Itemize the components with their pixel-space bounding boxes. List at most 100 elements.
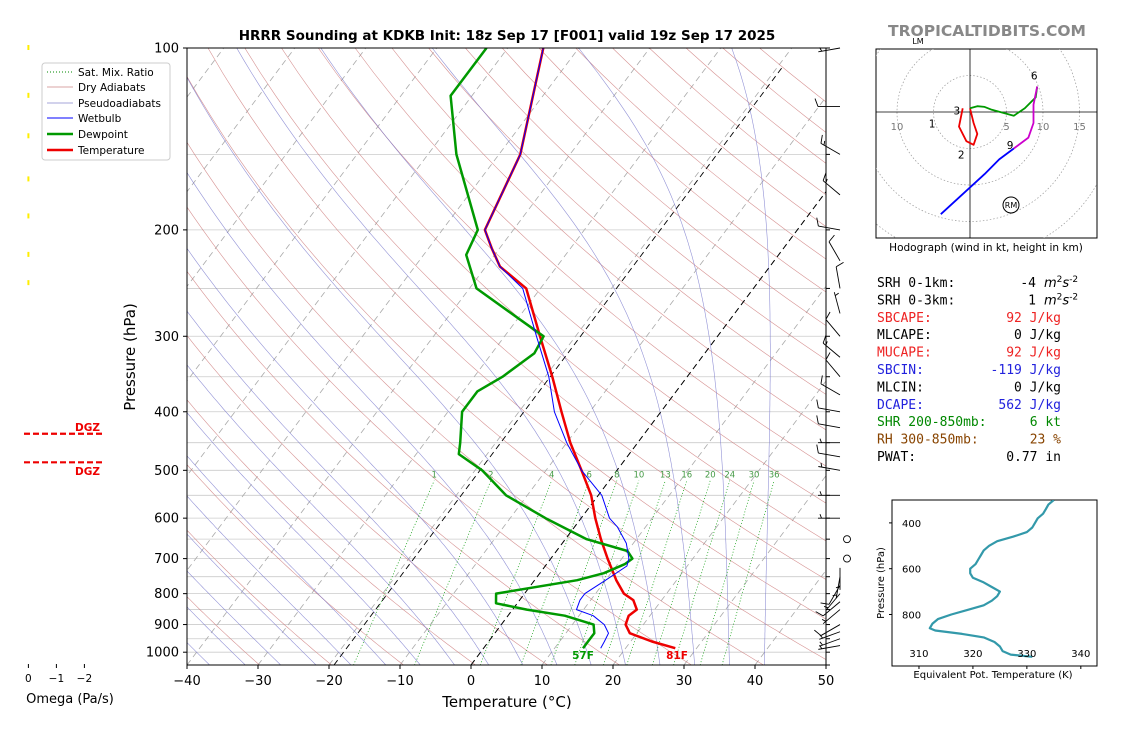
wind-barb (820, 134, 841, 155)
dry-adiabat (187, 141, 764, 665)
mixing-ratio-line (626, 480, 688, 665)
index-label: SRH 0-1km: (877, 276, 955, 291)
reference-dashed-line (333, 64, 785, 665)
x-tick-label: 40 (747, 674, 764, 689)
y-tick-label: 200 (154, 223, 179, 238)
wind-barb (843, 535, 851, 544)
hodograph-trace (1013, 86, 1039, 150)
isotherm-line (541, 285, 826, 665)
wind-barb (818, 47, 841, 53)
index-label: PWAT: (877, 450, 916, 465)
skewt-profiles (449, 48, 676, 650)
theta-e-profile (928, 500, 1055, 658)
omega-yellow-marker (27, 280, 30, 286)
mixing-ratio-label: 2 (488, 471, 493, 481)
index-value: 23 % (1030, 433, 1061, 448)
index-unit: m2s-2 (1044, 275, 1078, 291)
theta-e-x-tick-label: 310 (909, 649, 928, 660)
skewt-legend: Sat. Mix. Ratio Dry Adiabats Pseudoadiab… (41, 62, 171, 161)
hodograph-ring-label: 15 (1073, 122, 1086, 133)
hodograph-height-label: 9 (1007, 140, 1014, 152)
index-value: 1 (1028, 293, 1036, 308)
mixing-ratio-label: 24 (724, 471, 735, 481)
wind-barb (822, 172, 841, 196)
wind-barb (818, 513, 840, 519)
theta-e-x-tick-label: 340 (1071, 649, 1090, 660)
pseudoadiabat (187, 247, 524, 665)
wind-barbs (814, 47, 851, 650)
zero-isotherm-emphasis (470, 190, 826, 665)
wind-barb (814, 98, 840, 108)
hodograph-trace (940, 147, 1015, 215)
dgz-label-top: DGZ (75, 422, 100, 434)
dry-adiabat (428, 48, 826, 395)
rm-marker (1002, 196, 1020, 214)
wind-barb (819, 631, 841, 640)
y-tick-label: 1000 (146, 646, 179, 661)
legend-pseudoadiabats: Pseudoadiabats (78, 98, 161, 110)
mixing-ratio-label: 10 (633, 471, 644, 481)
wind-barb (816, 399, 841, 413)
wind-barb (828, 234, 841, 262)
omega-tick-label: 0 (25, 673, 32, 685)
hodograph-lm-label: LM (912, 37, 923, 46)
x-tick-label: 0 (467, 674, 475, 689)
wetbulb-profile (484, 48, 630, 649)
pseudoadiabat (731, 48, 771, 665)
wind-barb (818, 462, 841, 471)
omega-yellow-marker (27, 92, 30, 98)
index-label: SBCAPE: (877, 311, 932, 326)
pseudoadiabat (187, 310, 490, 665)
wind-barb (843, 554, 851, 563)
omega-yellow-marker (27, 251, 30, 257)
wind-barb (818, 644, 841, 650)
watermark: TROPICALTIDBITS.COM (888, 22, 1086, 40)
mixing-ratio-label: 36 (769, 471, 780, 481)
y-tick-label: 600 (154, 512, 179, 527)
hodograph-ring-label: 10 (1037, 122, 1050, 133)
y-tick-label: 500 (154, 464, 179, 479)
isotherm-line (187, 48, 296, 193)
wind-barb (825, 352, 841, 378)
hodograph-ring-label: 5 (1003, 122, 1009, 133)
y-tick-label: 700 (154, 552, 179, 567)
wind-barb (815, 601, 841, 617)
omega-yellow-marker (27, 176, 30, 182)
skewt-ylabel: Pressure (hPa) (121, 303, 139, 411)
pseudoadiabat (187, 412, 421, 665)
isotherm-line (187, 48, 651, 665)
y-tick-label: 900 (154, 618, 179, 633)
wind-barb (825, 311, 841, 337)
legend-dewpoint: Dewpoint (78, 129, 128, 141)
wind-barb (833, 292, 841, 314)
isotherm-line (399, 96, 826, 665)
mixing-ratio-line (673, 480, 731, 665)
y-tick-label: 100 (154, 42, 179, 57)
omega-yellow-marker (27, 45, 30, 50)
hodograph-ring-label: 10 (891, 122, 904, 133)
hodograph: 10 5 10 15 1 2 3 6 9 RM LM Hodograph (wind in kt,… (875, 37, 1098, 254)
mixing-ratio-label: 30 (749, 471, 760, 481)
mixing-ratio-label: 1 (432, 471, 437, 481)
dry-adiabat (187, 270, 620, 665)
x-tick-label: −10 (386, 674, 413, 689)
mixing-ratio-line (721, 480, 775, 665)
index-unit: m2s-2 (1044, 292, 1078, 308)
surface-temperature-label: 81F (666, 650, 688, 662)
wind-barb (820, 585, 841, 605)
theta-e-y-tick-label: 800 (902, 610, 921, 621)
theta-e-xlabel: Equivalent Pot. Temperature (K) (913, 670, 1072, 681)
isotherm-line (187, 48, 509, 477)
index-value: 92 J/kg (1006, 311, 1061, 326)
x-tick-label: 50 (818, 674, 835, 689)
mixing-ratio-line (353, 480, 435, 665)
isotherm-line (257, 48, 722, 665)
skewt-background-lines (187, 48, 826, 665)
y-tick-label: 800 (154, 587, 179, 602)
legend-wetbulb: Wetbulb (78, 113, 122, 125)
dgz-label-bottom: DGZ (75, 466, 100, 478)
dry-adiabat (501, 48, 826, 326)
wind-barb (816, 217, 841, 231)
isotherm-line (187, 48, 580, 571)
